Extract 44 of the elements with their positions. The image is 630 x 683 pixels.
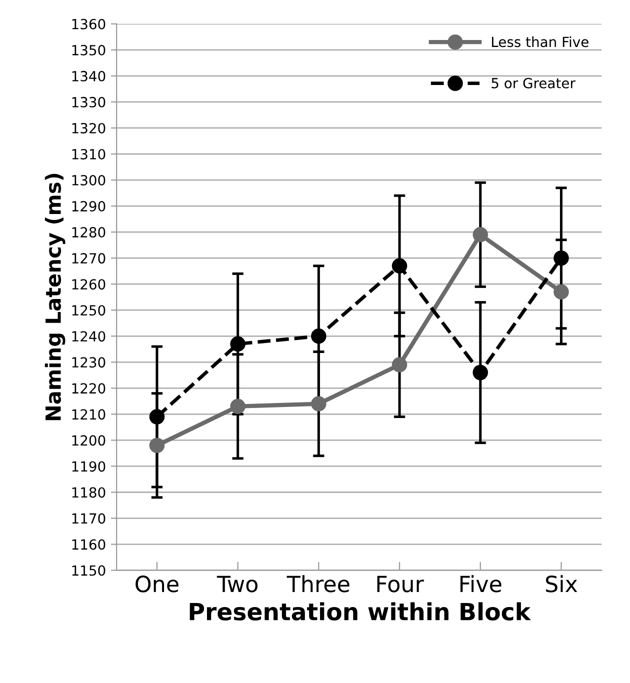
x-tick-label: Four xyxy=(377,576,424,592)
y-tick-label: 1250 xyxy=(72,305,106,316)
y-tick-label: 1230 xyxy=(72,357,106,368)
x-tick-label: Three xyxy=(286,575,350,592)
x-tick-label: One xyxy=(136,576,178,592)
point xyxy=(392,357,408,372)
legend-label: 5 or Greater xyxy=(492,78,576,88)
point xyxy=(554,250,569,266)
y-tick-label: 1160 xyxy=(72,539,106,550)
y-tick-label: 1170 xyxy=(72,513,106,524)
point xyxy=(149,438,165,454)
y-tick-label: 1310 xyxy=(72,148,106,160)
x-tick-label: Two xyxy=(216,576,258,592)
y-tick-label: 1290 xyxy=(72,201,106,212)
point xyxy=(392,258,408,274)
point xyxy=(149,409,165,424)
point xyxy=(472,227,488,242)
y-tick-label: 1320 xyxy=(72,122,106,134)
y-tick-label: 1260 xyxy=(72,279,106,290)
y-tick-label: 1200 xyxy=(72,435,106,446)
y-tick-label: 1150 xyxy=(72,565,106,576)
y-tick-label: 1340 xyxy=(72,70,106,82)
y-tick-label: 1350 xyxy=(72,44,106,56)
point xyxy=(472,364,488,380)
point xyxy=(230,398,246,414)
point xyxy=(311,328,326,344)
x-axis-title: Presentation within Block xyxy=(190,602,531,621)
y-tick-label: 1300 xyxy=(72,174,106,186)
y-axis-title: Naming Latency (ms) xyxy=(44,174,66,420)
y-tick-label: 1280 xyxy=(72,227,106,238)
point xyxy=(311,396,326,412)
y-tick-label: 1240 xyxy=(72,331,106,342)
y-tick-label: 1360 xyxy=(72,18,106,30)
legend-label: Less than Five xyxy=(492,36,588,48)
y-tick-label: 1190 xyxy=(72,461,106,472)
x-tick-label: Five xyxy=(460,575,502,592)
y-tick-label: 1210 xyxy=(72,409,106,420)
y-tick-label: 1220 xyxy=(72,383,106,394)
x-tick-label: Six xyxy=(546,575,578,592)
y-tick-label: 1180 xyxy=(72,487,106,498)
y-tick-label: 1330 xyxy=(72,96,106,108)
point xyxy=(554,284,569,300)
y-tick-label: 1270 xyxy=(72,253,106,264)
point xyxy=(230,336,246,352)
